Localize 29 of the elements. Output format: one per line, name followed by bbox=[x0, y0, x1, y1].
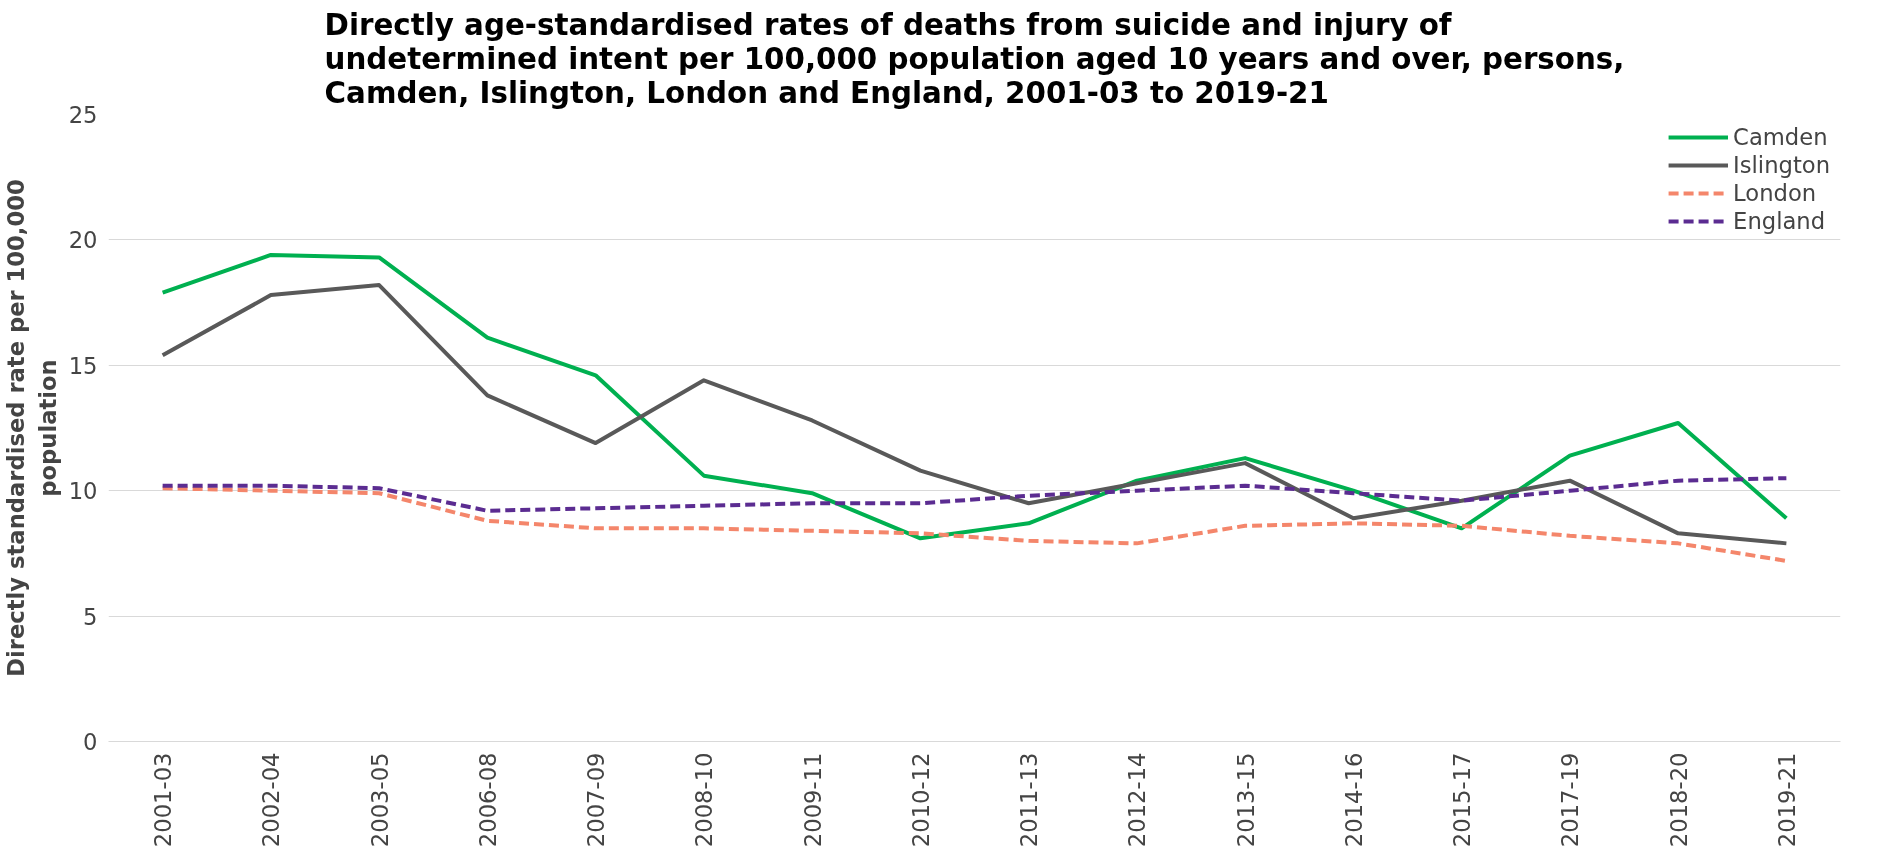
x-tick-label: 2017-19 bbox=[1557, 752, 1584, 848]
x-tick-label: 2011-13 bbox=[1016, 752, 1043, 848]
x-tick-label: 2010-12 bbox=[907, 752, 934, 848]
x-tick-label: 2018-20 bbox=[1665, 752, 1692, 848]
x-tick-label: 2013-15 bbox=[1232, 752, 1259, 848]
line-series bbox=[160, 476, 1789, 513]
chart-title: Directly age-standardised rates of deaths from suicide and injury of undetermined intent per 100,000 population aged 10 years and over, persons, Camden, Islington, London and England, 2001-03 to 2019-21 bbox=[324, 7, 1625, 110]
x-tick-label: 2008-10 bbox=[691, 752, 718, 848]
x-tick-label: 2003-05 bbox=[366, 752, 393, 848]
x-tick-label: 2007-09 bbox=[583, 752, 610, 848]
y-axis-title: Directly standardised rate per 100,000 population bbox=[3, 179, 61, 677]
x-tick-label: 2012-14 bbox=[1124, 752, 1151, 848]
y-tick-label: 20 bbox=[68, 227, 98, 254]
x-tick-label: 2002-04 bbox=[258, 752, 285, 848]
legend-label: London bbox=[1733, 180, 1817, 206]
legend-label: Camden bbox=[1733, 124, 1828, 150]
x-tick-label: 2015-17 bbox=[1449, 752, 1476, 848]
x-tick-label: 2009-11 bbox=[799, 752, 826, 848]
x-tick-label: 2001-03 bbox=[150, 752, 177, 848]
y-tick-label: 0 bbox=[83, 729, 98, 755]
x-tick-label: 2019-21 bbox=[1773, 752, 1800, 848]
x-tick-label: 2014-16 bbox=[1340, 752, 1367, 848]
y-tick-label: 10 bbox=[68, 478, 98, 505]
y-tick-label: 15 bbox=[68, 352, 98, 379]
y-tick-label: 25 bbox=[68, 102, 98, 128]
x-tick-label: 2006-08 bbox=[474, 752, 501, 848]
legend-label: England bbox=[1733, 208, 1826, 234]
legend-label: Islington bbox=[1733, 152, 1830, 178]
y-tick-label: 5 bbox=[83, 603, 98, 630]
